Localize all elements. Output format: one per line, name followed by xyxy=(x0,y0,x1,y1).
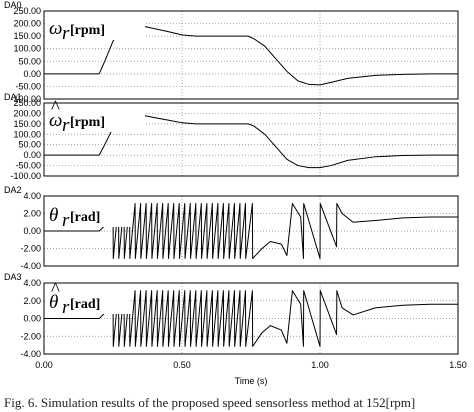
variable-label-bg xyxy=(47,16,145,40)
variable-symbol: ω xyxy=(49,110,62,131)
variable-unit: [rad] xyxy=(70,297,100,312)
x-axis-label: Time (s) xyxy=(235,376,268,386)
y-tick-label: 0.00 xyxy=(23,226,41,236)
panel-label: DA3 xyxy=(4,272,22,282)
y-tick-label: 0.00 xyxy=(23,314,41,324)
x-tick-label: 0.00 xyxy=(35,360,53,370)
y-tick-label: 150.00 xyxy=(13,119,41,129)
variable-label: θ^r [rad] xyxy=(49,279,100,318)
plot-frame xyxy=(43,10,459,100)
y-tick-label: 4.00 xyxy=(23,191,41,201)
series-line-da3 xyxy=(44,290,458,347)
variable-subscript: r xyxy=(62,210,70,231)
y-tick-label: -4.00 xyxy=(20,349,41,359)
y-tick-label: 250.00 xyxy=(13,6,41,16)
y-tick-label: 2.00 xyxy=(23,209,41,219)
y-tick-label: 2.00 xyxy=(23,296,41,306)
panel-label: DA2 xyxy=(4,185,22,195)
variable-subscript: r xyxy=(62,115,70,136)
x-tick-label: 1.00 xyxy=(311,360,329,370)
variable-unit: [rad] xyxy=(70,210,100,225)
y-tick-label: 50.00 xyxy=(18,56,41,66)
y-tick-label: -100.00 xyxy=(10,171,41,181)
y-tick-label: 250.00 xyxy=(13,98,41,108)
y-tick-label: 150.00 xyxy=(13,31,41,41)
variable-symbol: θ xyxy=(49,292,58,313)
variable-label-bg xyxy=(47,290,131,314)
panel-label: DA0 xyxy=(4,0,22,10)
variable-label: ω r [rpm] xyxy=(49,18,105,44)
variable-symbol: ω xyxy=(49,18,62,39)
hat-accent: ^ xyxy=(51,97,60,118)
y-tick-label: 100.00 xyxy=(13,44,41,54)
x-tick-label: 0.50 xyxy=(173,360,191,370)
gridlines xyxy=(44,11,458,99)
y-tick-label: 100.00 xyxy=(13,129,41,139)
y-tick-label: 50.00 xyxy=(18,140,41,150)
variable-unit: [rpm] xyxy=(70,115,105,130)
variable-label-bg xyxy=(47,108,145,132)
y-tick-label: -100.00 xyxy=(10,94,41,104)
y-tick-label: 200.00 xyxy=(13,19,41,29)
y-tick-label: -2.00 xyxy=(20,331,41,341)
variable-label-bg xyxy=(47,203,131,227)
y-tick-label: 0.00 xyxy=(23,150,41,160)
hat-accent: ^ xyxy=(51,279,60,300)
variable-unit: [rpm] xyxy=(70,23,105,38)
variable-label: θ r [rad] xyxy=(49,205,100,231)
y-tick-label: -50.00 xyxy=(15,161,41,171)
series-line-da2 xyxy=(44,203,458,259)
y-tick-label: 0.00 xyxy=(23,69,41,79)
shared-x-axis: 0.00 0.50 1.00 1.50 Time (s) xyxy=(35,360,467,386)
chart-panels: DA0250.00200.00150.00100.0050.000.00-50.… xyxy=(4,0,459,359)
variable-label: ω^r [rpm] xyxy=(49,97,105,136)
plot-frame xyxy=(43,102,459,177)
y-tick-label: -2.00 xyxy=(20,244,41,254)
y-tick-label: 4.00 xyxy=(23,278,41,288)
y-tick-label: -50.00 xyxy=(15,81,41,91)
variable-subscript: r xyxy=(62,297,70,318)
y-tick-label: 200.00 xyxy=(13,108,41,118)
x-tick-label: 1.50 xyxy=(449,360,467,370)
figure-caption: Fig. 6. Simulation results of the propos… xyxy=(4,395,416,410)
panel-label: DA1 xyxy=(4,92,22,102)
variable-subscript: r xyxy=(62,23,70,44)
panel-da1: DA1250.00200.00150.00100.0050.000.00-50.… xyxy=(4,92,459,181)
variable-symbol: θ xyxy=(49,205,58,226)
y-tick-label: -4.00 xyxy=(20,261,41,271)
